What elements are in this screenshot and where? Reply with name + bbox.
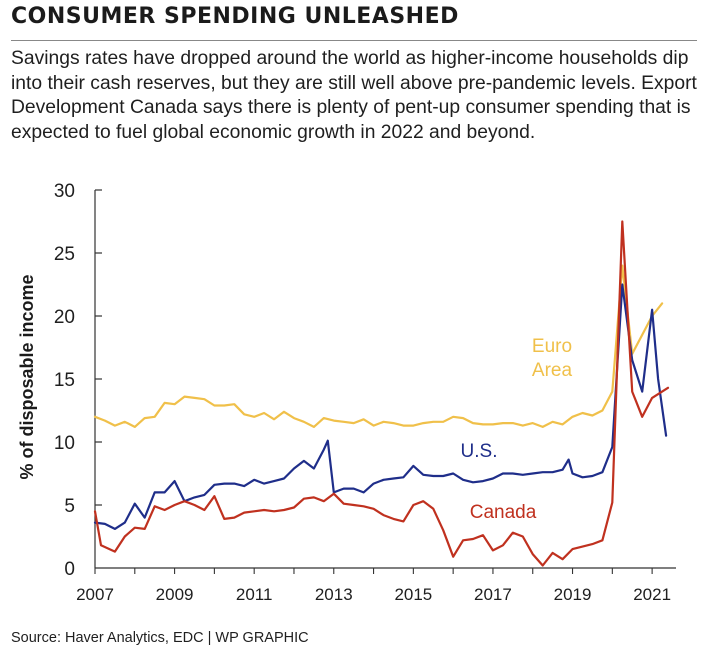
chart-title: CONSUMER SPENDING UNLEASHED bbox=[11, 4, 459, 29]
series-label: Euro bbox=[532, 336, 572, 357]
source-credit: Source: Haver Analytics, EDC | WP GRAPHI… bbox=[11, 630, 309, 646]
title-divider bbox=[11, 40, 697, 41]
x-tick-label: 2015 bbox=[394, 585, 432, 604]
y-tick-label: 10 bbox=[54, 433, 75, 454]
y-axis-title: % of disposable income bbox=[17, 274, 37, 479]
x-tick-label: 2017 bbox=[474, 585, 512, 604]
x-tick-label: 2007 bbox=[76, 585, 114, 604]
x-tick-label: 2011 bbox=[236, 585, 273, 604]
y-tick-label: 30 bbox=[54, 181, 75, 202]
series-labels: Euro Area U.S. Canada bbox=[461, 336, 573, 523]
y-tick-label: 5 bbox=[64, 496, 75, 517]
series-label: Canada bbox=[470, 502, 537, 523]
x-tick-label: 2021 bbox=[633, 585, 671, 604]
series-label: Area bbox=[532, 360, 573, 381]
x-tick-label: 2013 bbox=[315, 585, 353, 604]
series-line-euro-area bbox=[93, 264, 664, 428]
series-line-u-s bbox=[93, 283, 668, 531]
series-line-canada bbox=[93, 220, 670, 567]
series-lines bbox=[93, 220, 670, 567]
y-tick-label: 20 bbox=[54, 307, 75, 328]
x-tick-label: 2009 bbox=[156, 585, 194, 604]
y-tick-label: 0 bbox=[64, 559, 75, 580]
y-tick-label: 15 bbox=[54, 370, 75, 391]
chart-subtitle: Savings rates have dropped around the wo… bbox=[11, 48, 697, 143]
series-label: U.S. bbox=[461, 441, 498, 462]
y-axis: 0 5 10 15 20 25 30 % of disposable income bbox=[17, 181, 102, 580]
y-tick-label: 25 bbox=[54, 244, 75, 265]
x-axis: 2007 2009 2011 2013 2015 2017 2019 2021 bbox=[76, 567, 676, 604]
x-tick-label: 2019 bbox=[554, 585, 592, 604]
